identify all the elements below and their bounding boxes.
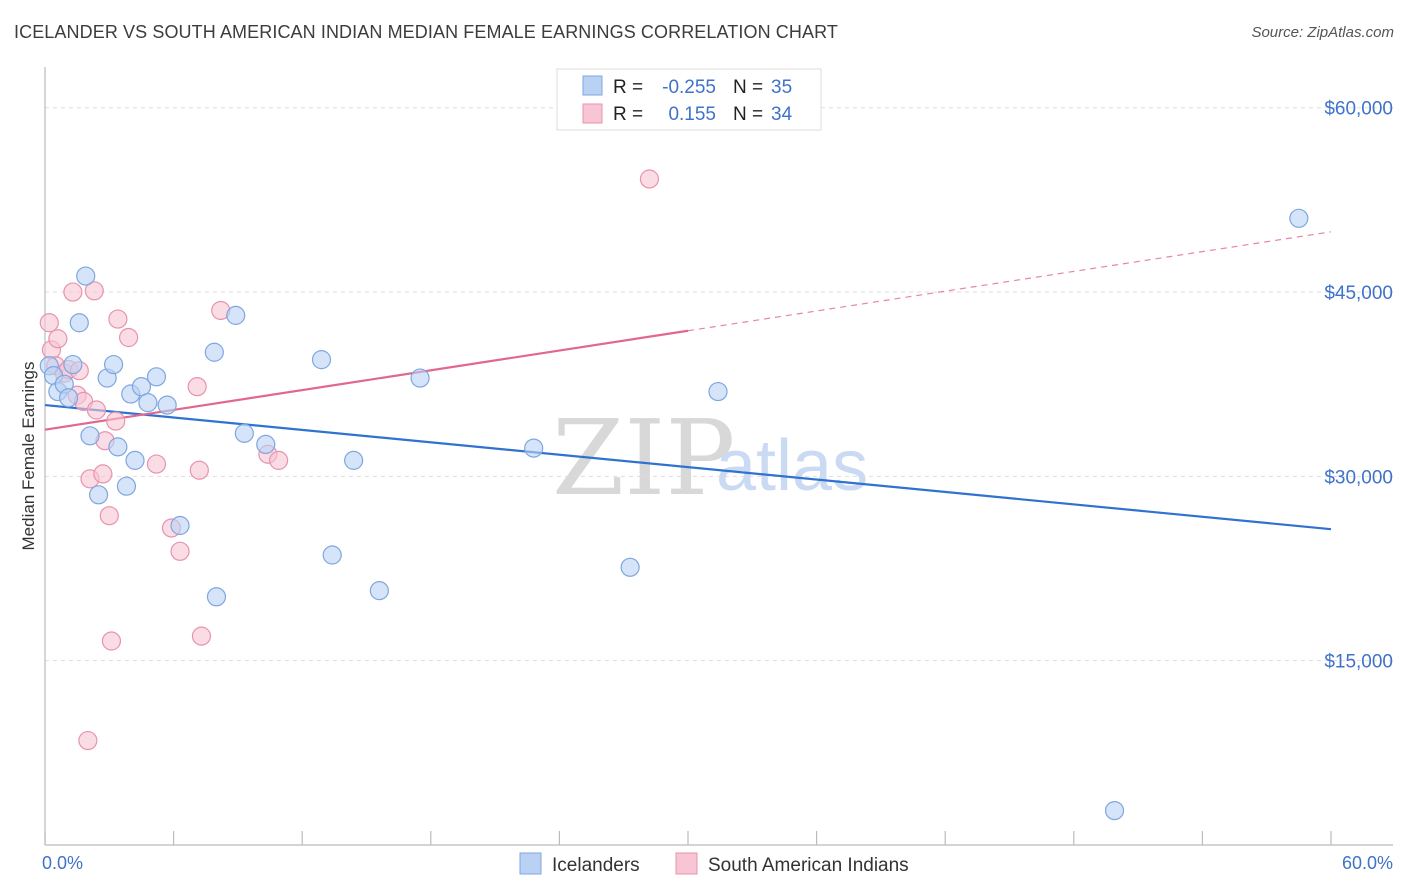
y-tick-label: $15,000 — [1324, 652, 1393, 673]
point-icelander — [157, 395, 177, 415]
point-icelander — [76, 266, 96, 286]
legend-n-value-blue: 35 — [771, 77, 792, 98]
point-south-american-indian — [170, 541, 190, 561]
point-icelander — [125, 450, 145, 470]
point-icelander — [524, 438, 544, 458]
point-south-american-indian — [106, 411, 126, 431]
chart-title: ICELANDER VS SOUTH AMERICAN INDIAN MEDIA… — [14, 22, 838, 42]
x-tick-labels: 0.0% 60.0% — [42, 853, 1393, 873]
point-icelander — [88, 485, 109, 505]
point-south-american-indian — [118, 327, 139, 348]
point-icelander — [322, 545, 342, 565]
y-tick-label: $60,000 — [1324, 99, 1393, 120]
point-south-american-indian — [187, 377, 207, 397]
legend-n-label-blue: N = — [733, 77, 763, 98]
legend-n-value-pink: 34 — [771, 104, 793, 125]
point-icelander — [620, 557, 640, 577]
point-icelander — [116, 476, 137, 496]
trend-line-south-american-indians — [44, 329, 689, 431]
point-icelander — [256, 434, 276, 455]
point-icelander — [63, 354, 83, 375]
watermark-atlas: atlas — [716, 426, 868, 506]
y-axis-label: Median Female Earnings — [19, 362, 38, 551]
point-south-american-indian — [63, 282, 83, 302]
point-south-american-indian — [146, 454, 167, 474]
y-tick-labels: $15,000 $30,000 $45,000 $60,000 — [1324, 99, 1393, 673]
point-icelander — [103, 354, 124, 375]
point-south-american-indian — [93, 464, 113, 484]
point-icelander — [1289, 208, 1309, 228]
bottom-legend-swatch-icelanders — [519, 852, 542, 875]
point-icelander — [69, 313, 89, 333]
x-tick-label-min: 0.0% — [42, 853, 83, 873]
point-south-american-indian — [39, 313, 59, 333]
gridlines — [45, 107, 1393, 662]
point-icelander — [146, 367, 167, 387]
point-icelander — [369, 581, 389, 601]
point-south-american-indian — [86, 400, 107, 420]
point-icelander — [108, 437, 128, 457]
bottom-legend-label-icelanders: Icelanders — [552, 855, 640, 876]
source-label: Source: ZipAtlas.com — [1251, 24, 1394, 41]
point-icelander — [58, 388, 79, 408]
point-south-american-indian — [78, 730, 98, 751]
legend-swatch-pink — [582, 103, 603, 124]
point-icelander — [138, 393, 158, 413]
point-icelander — [344, 450, 364, 470]
watermark-zip: ZIP — [552, 397, 735, 519]
point-south-american-indian — [189, 460, 209, 480]
trend-line-icelanders — [44, 403, 1332, 531]
point-south-american-indian — [99, 506, 119, 526]
y-tick-label: $30,000 — [1324, 467, 1393, 488]
point-icelander — [1104, 800, 1125, 821]
point-south-american-indian — [639, 169, 660, 189]
bottom-legend: Icelanders South American Indians — [519, 852, 909, 876]
legend-box: R = -0.255 N = 35 R = 0.155 N = 34 — [556, 68, 822, 131]
point-south-american-indian — [101, 631, 122, 651]
point-south-american-indian — [191, 626, 212, 646]
point-south-american-indian — [108, 309, 128, 329]
point-icelander — [708, 381, 728, 402]
legend-r-label-pink: R = — [613, 104, 643, 125]
point-icelander — [410, 368, 430, 388]
trend-lines — [44, 231, 1332, 531]
legend-r-value-blue: -0.255 — [662, 77, 716, 98]
bottom-legend-swatch-south-american-indians — [675, 852, 698, 875]
point-icelander — [204, 342, 224, 362]
point-icelander — [311, 350, 332, 370]
legend-swatch-blue — [582, 75, 603, 96]
point-south-american-indian — [84, 281, 104, 301]
point-icelander — [234, 423, 254, 443]
legend-r-value-pink: 0.155 — [668, 104, 716, 125]
point-icelander — [170, 515, 190, 536]
trend-line-south-american-indians-extrapolated — [687, 231, 1332, 332]
y-tick-label: $45,000 — [1324, 283, 1393, 304]
points-icelanders — [39, 208, 1309, 821]
x-tick-label-max: 60.0% — [1342, 853, 1393, 873]
point-south-american-indian — [269, 450, 289, 470]
point-south-american-indian — [48, 329, 68, 349]
point-icelander — [226, 305, 246, 325]
point-icelander — [80, 426, 100, 446]
axes — [44, 67, 1393, 846]
legend-n-label-pink: N = — [733, 104, 763, 125]
point-icelander — [206, 587, 227, 607]
legend-r-label-blue: R = — [613, 77, 643, 98]
bottom-legend-label-south-american-indians: South American Indians — [708, 855, 909, 876]
